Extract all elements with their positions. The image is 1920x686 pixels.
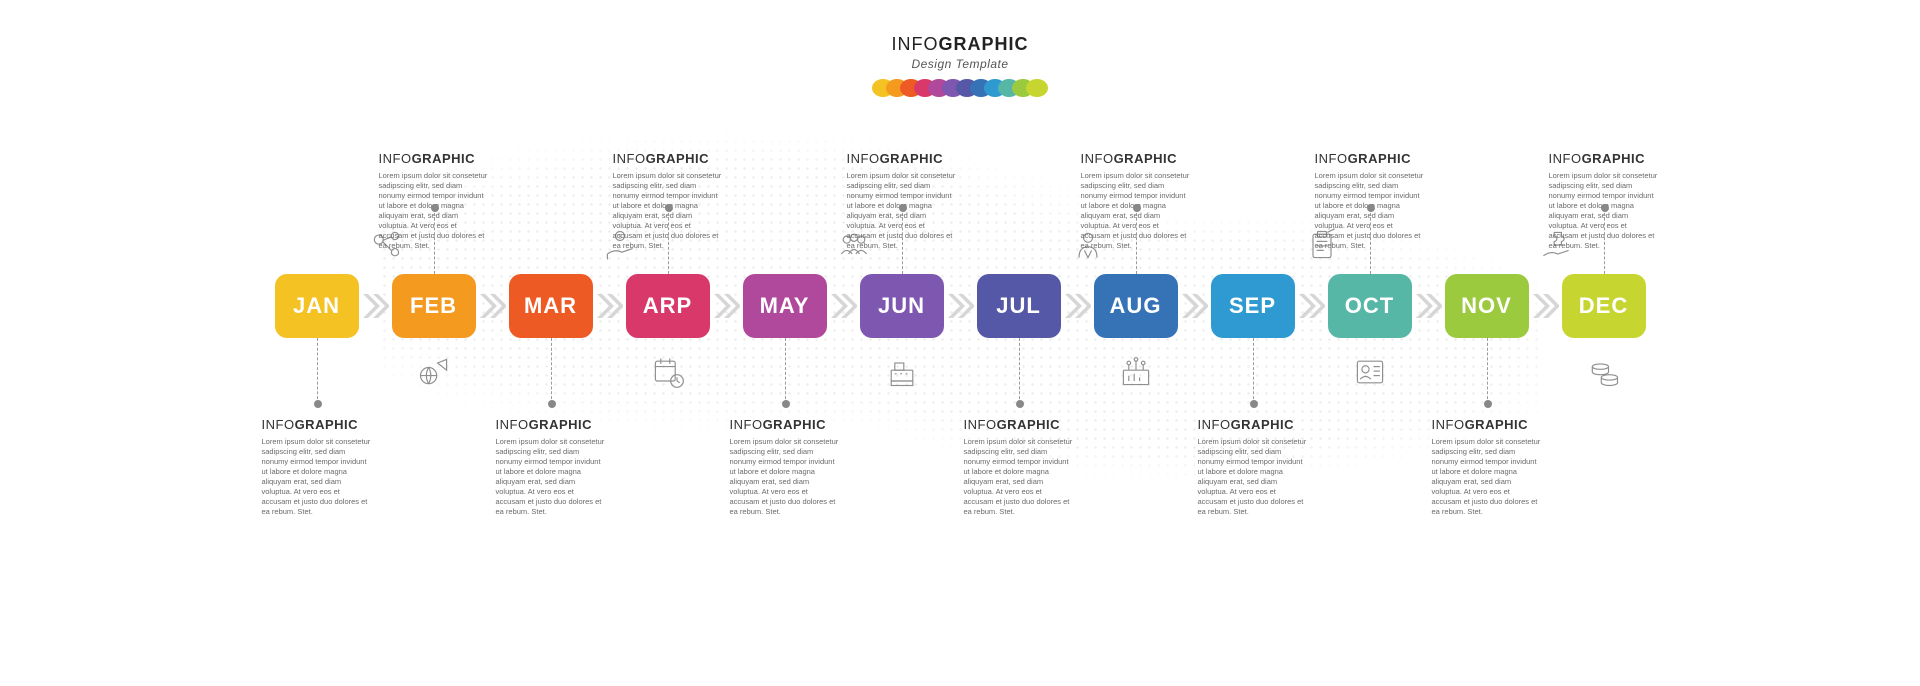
connector bbox=[1487, 338, 1488, 404]
month-oct: OCT bbox=[1328, 274, 1412, 338]
chevron-right-icon bbox=[710, 274, 743, 338]
callout-body: Lorem ipsum dolor sit consetetur sadipsc… bbox=[1432, 437, 1542, 518]
connector bbox=[1019, 338, 1020, 404]
connector bbox=[668, 208, 669, 274]
chevron-right-icon bbox=[1178, 274, 1211, 338]
callout-text: INFOGRAPHIC Lorem ipsum dolor sit consete… bbox=[262, 416, 372, 518]
callout-body: Lorem ipsum dolor sit consetetur sadipsc… bbox=[1198, 437, 1308, 518]
connector bbox=[1370, 208, 1371, 274]
connector bbox=[551, 338, 552, 404]
month-dec: DEC bbox=[1562, 274, 1646, 338]
connector bbox=[785, 338, 786, 404]
month-feb: FEB bbox=[392, 274, 476, 338]
callout-text: INFOGRAPHIC Lorem ipsum dolor sit consete… bbox=[1198, 416, 1308, 518]
chevron-right-icon bbox=[476, 274, 509, 338]
callout-title: INFOGRAPHIC bbox=[730, 416, 840, 434]
month-nov: NOV bbox=[1445, 274, 1529, 338]
chevron-right-icon bbox=[1529, 274, 1562, 338]
callout-title: INFOGRAPHIC bbox=[1432, 416, 1542, 434]
callout-body: Lorem ipsum dolor sit consetetur sadipsc… bbox=[262, 437, 372, 518]
chevron-right-icon bbox=[359, 274, 392, 338]
callout-text: INFOGRAPHIC Lorem ipsum dolor sit consete… bbox=[1432, 416, 1542, 518]
color-swatches bbox=[0, 79, 1920, 97]
callout-title: INFOGRAPHIC bbox=[496, 416, 606, 434]
month-mar: MAR bbox=[509, 274, 593, 338]
megaphone-globe-icon bbox=[414, 352, 454, 392]
chevron-right-icon bbox=[1412, 274, 1445, 338]
profile-card-icon bbox=[1350, 352, 1390, 392]
callout-title: INFOGRAPHIC bbox=[1315, 150, 1425, 168]
swatch bbox=[1026, 79, 1048, 97]
cash-register-icon bbox=[882, 352, 922, 392]
page-title: INFOGRAPHIC bbox=[0, 34, 1920, 55]
month-aug: AUG bbox=[1094, 274, 1178, 338]
connector bbox=[1136, 208, 1137, 274]
callout-body: Lorem ipsum dolor sit consetetur sadipsc… bbox=[730, 437, 840, 518]
chevron-right-icon bbox=[593, 274, 626, 338]
timeline: JAN FEB MAR ARP MAY JUN JUL AUG SEP OCT NOV DEC bbox=[0, 274, 1920, 338]
connector bbox=[1604, 208, 1605, 274]
title-bold: GRAPHIC bbox=[938, 34, 1028, 54]
callout-text: INFOGRAPHIC Lorem ipsum dolor sit consete… bbox=[730, 416, 840, 518]
chevron-right-icon bbox=[1061, 274, 1094, 338]
connector bbox=[317, 338, 318, 404]
month-jun: JUN bbox=[860, 274, 944, 338]
chevron-right-icon bbox=[944, 274, 977, 338]
callout-text: INFOGRAPHIC Lorem ipsum dolor sit consete… bbox=[964, 416, 1074, 518]
header: INFOGRAPHIC Design Template bbox=[0, 34, 1920, 97]
calendar-clock-icon bbox=[648, 352, 688, 392]
connector bbox=[902, 208, 903, 274]
callout-title: INFOGRAPHIC bbox=[262, 416, 372, 434]
callout-title: INFOGRAPHIC bbox=[847, 150, 957, 168]
title-light: INFO bbox=[891, 34, 938, 54]
coins-icon bbox=[1584, 352, 1624, 392]
callout-title: INFOGRAPHIC bbox=[1549, 150, 1659, 168]
month-jul: JUL bbox=[977, 274, 1061, 338]
callout-body: Lorem ipsum dolor sit consetetur sadipsc… bbox=[496, 437, 606, 518]
callout-title: INFOGRAPHIC bbox=[964, 416, 1074, 434]
callout-body: Lorem ipsum dolor sit consetetur sadipsc… bbox=[964, 437, 1074, 518]
month-sep: SEP bbox=[1211, 274, 1295, 338]
chevron-right-icon bbox=[1295, 274, 1328, 338]
callout-text: INFOGRAPHIC Lorem ipsum dolor sit consete… bbox=[496, 416, 606, 518]
tech-chart-icon bbox=[1116, 352, 1156, 392]
page-subtitle: Design Template bbox=[0, 57, 1920, 71]
callout-title: INFOGRAPHIC bbox=[1198, 416, 1308, 434]
month-arp: ARP bbox=[626, 274, 710, 338]
callout-title: INFOGRAPHIC bbox=[613, 150, 723, 168]
callout-title: INFOGRAPHIC bbox=[379, 150, 489, 168]
month-may: MAY bbox=[743, 274, 827, 338]
month-jan: JAN bbox=[275, 274, 359, 338]
chevron-right-icon bbox=[827, 274, 860, 338]
connector bbox=[1253, 338, 1254, 404]
callout-title: INFOGRAPHIC bbox=[1081, 150, 1191, 168]
connector bbox=[434, 208, 435, 274]
